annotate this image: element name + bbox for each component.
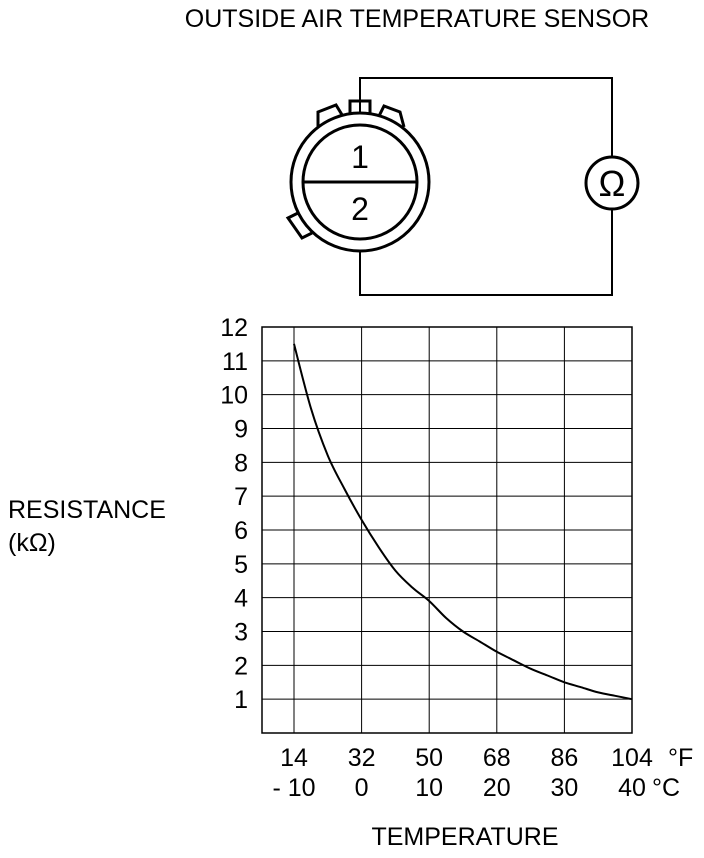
pin-2-label: 2 — [351, 191, 369, 227]
y-axis-label-line2: (kΩ) — [8, 529, 56, 557]
ohmmeter-icon — [584, 155, 640, 211]
x-tick-label-celsius: 10 — [415, 774, 443, 802]
y-tick-label: 8 — [234, 449, 248, 477]
x-tick-label-celsius: 40 — [618, 774, 646, 802]
pin-1-label: 1 — [351, 139, 369, 175]
x-tick-label-fahrenheit: 68 — [483, 744, 511, 772]
y-tick-label: 10 — [220, 382, 248, 410]
y-tick-label: 2 — [234, 652, 248, 680]
y-tick-label: 5 — [234, 551, 248, 579]
y-tick-label: 6 — [234, 517, 248, 545]
y-tick-label: 9 — [234, 416, 248, 444]
connector-tab-side — [285, 210, 313, 240]
y-tick-label: 12 — [220, 314, 248, 342]
y-tick-label: 1 — [234, 686, 248, 714]
wire-pin-1 — [359, 77, 613, 157]
sensor-connector — [285, 99, 431, 253]
x-tick-label-fahrenheit: 104 — [611, 744, 653, 772]
x-axis-label: TEMPERATURE — [371, 823, 558, 851]
x-tick-label-fahrenheit: 14 — [280, 744, 308, 772]
x-tick-label-celsius: 20 — [483, 774, 511, 802]
y-tick-label: 4 — [234, 585, 248, 613]
x-tick-label-celsius: 0 — [355, 774, 369, 802]
connector-tab-right — [376, 104, 406, 128]
wire-pin-2 — [359, 209, 613, 296]
x-tick-label-fahrenheit: 32 — [348, 744, 376, 772]
x-unit-celsius: °C — [652, 774, 680, 802]
x-tick-label-celsius: 30 — [550, 774, 578, 802]
y-tick-label: 7 — [234, 483, 248, 511]
x-tick-label-fahrenheit: 86 — [550, 744, 578, 772]
y-tick-label: 11 — [222, 348, 248, 376]
y-axis-label-line1: RESISTANCE — [8, 496, 166, 524]
x-unit-fahrenheit: °F — [668, 744, 693, 772]
x-tick-label-celsius: - 10 — [272, 774, 315, 802]
y-tick-label: 3 — [234, 619, 248, 647]
figure-title: OUTSIDE AIR TEMPERATURE SENSOR — [185, 5, 649, 33]
test-circuit — [359, 77, 613, 296]
x-tick-label-fahrenheit: 50 — [415, 744, 443, 772]
ohmmeter-symbol: Ω — [599, 163, 626, 204]
ohmmeter: Ω — [584, 155, 640, 211]
resistance-curve — [293, 343, 633, 701]
chart-grid — [261, 326, 633, 734]
